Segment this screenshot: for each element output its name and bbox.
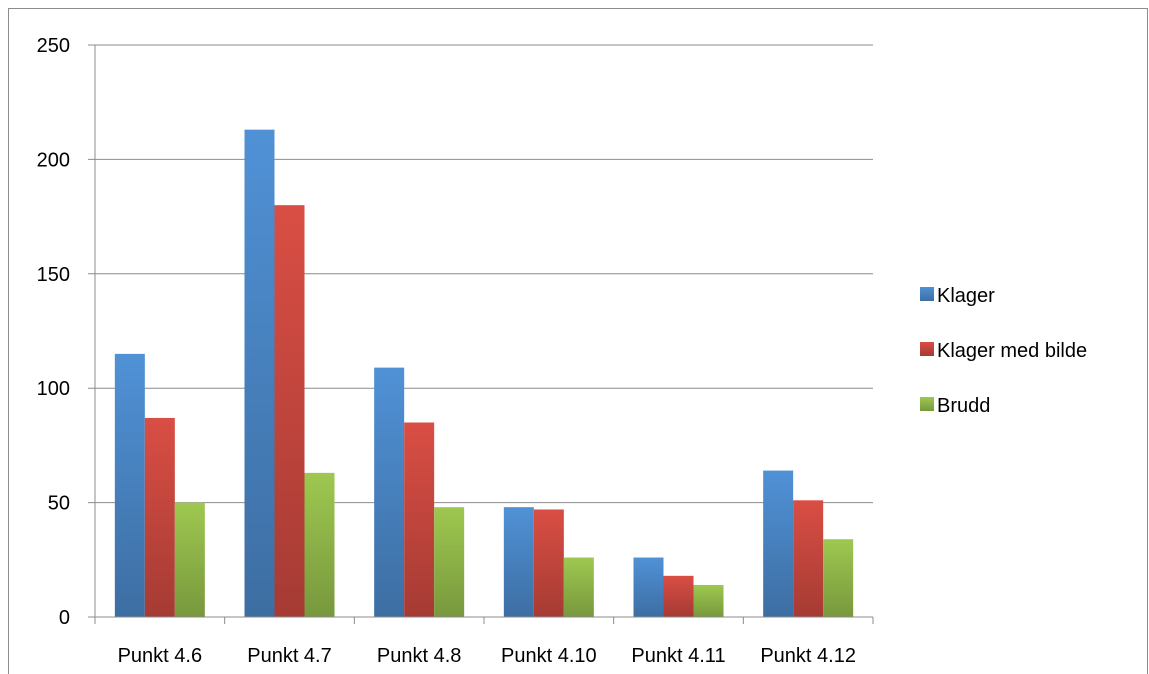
- legend-label: Klager: [937, 285, 995, 307]
- legend: Klager Klager med bilde Brudd: [920, 285, 1087, 417]
- y-tick-label: 0: [59, 607, 70, 629]
- y-tick-label: 150: [37, 264, 70, 286]
- x-tick-label: Punkt 4.11: [631, 645, 725, 667]
- bar: [114, 353, 145, 617]
- bar: [404, 422, 435, 617]
- bar: [174, 502, 205, 617]
- chart-frame: [8, 8, 1148, 674]
- bar: [434, 507, 465, 617]
- bar: [823, 539, 854, 617]
- legend-swatch: [920, 342, 934, 356]
- bar: [793, 500, 824, 617]
- y-tick-label: 200: [37, 149, 70, 171]
- bar: [633, 557, 664, 617]
- bar: [374, 367, 405, 617]
- y-tick-label: 50: [48, 493, 70, 515]
- bar: [763, 470, 794, 617]
- bar: [563, 557, 594, 617]
- bar: [533, 509, 564, 617]
- y-tick-labels: 0 50 100 150 200 250: [37, 35, 70, 629]
- bar: [244, 129, 275, 617]
- bars: [114, 129, 854, 617]
- x-tick-label: Punkt 4.7: [247, 645, 332, 667]
- bar: [304, 472, 335, 617]
- y-tick-label: 250: [37, 35, 70, 57]
- x-tick-label: Punkt 4.8: [377, 645, 462, 667]
- legend-label: Klager med bilde: [937, 340, 1087, 362]
- axes: [88, 45, 874, 624]
- bar: [693, 584, 724, 617]
- x-tick-label: Punkt 4.6: [118, 645, 203, 667]
- bar: [144, 417, 175, 617]
- x-tick-label: Punkt 4.10: [501, 645, 597, 667]
- legend-swatch: [920, 287, 934, 301]
- bar: [663, 575, 694, 617]
- gridlines: [88, 44, 873, 618]
- y-tick-label: 100: [37, 378, 70, 400]
- legend-swatch: [920, 397, 934, 411]
- bar: [274, 205, 305, 617]
- bar: [503, 507, 534, 617]
- x-tick-label: Punkt 4.12: [760, 645, 856, 667]
- legend-label: Brudd: [937, 395, 990, 417]
- x-tick-labels: Punkt 4.6 Punkt 4.7 Punkt 4.8 Punkt 4.10 Pun…: [118, 645, 856, 667]
